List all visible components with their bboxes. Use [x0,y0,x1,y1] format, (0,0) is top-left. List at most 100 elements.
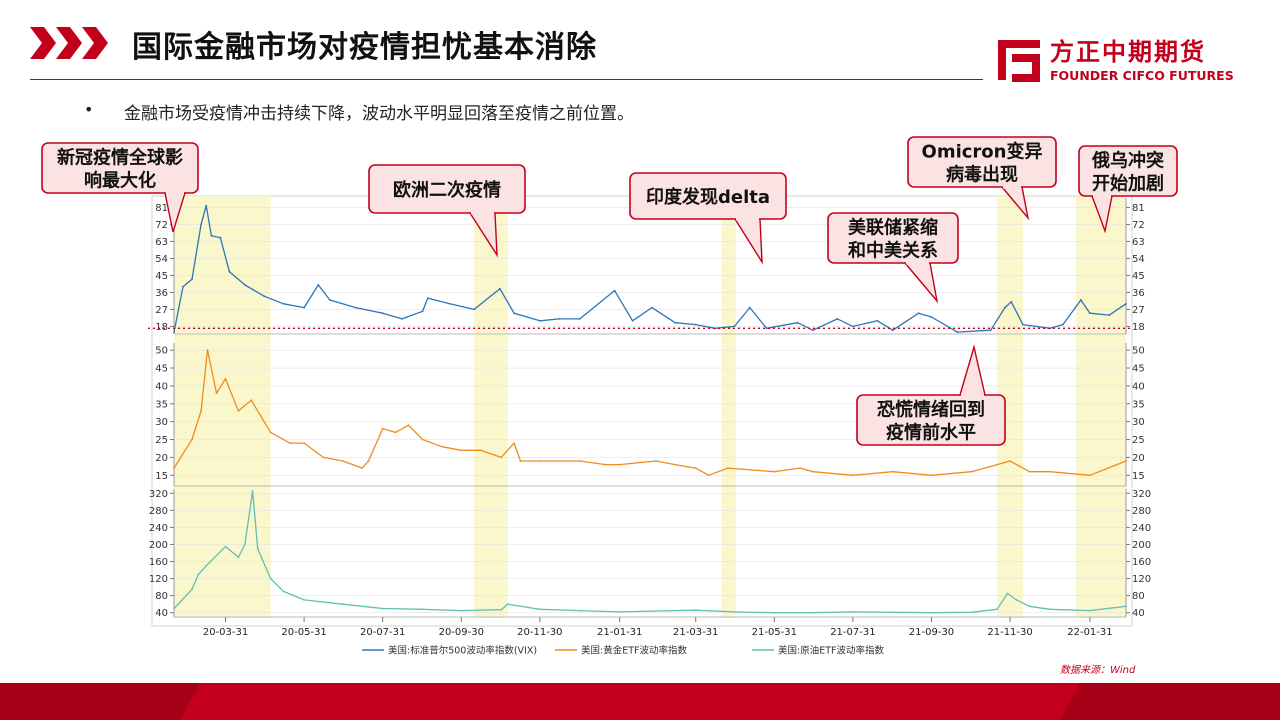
panel-2-ytick-left: 240 [149,523,168,534]
series-0-point [852,325,854,328]
logo-name: 方正中期期货 [1050,38,1206,66]
series-0-point [1080,299,1082,301]
series-2-point [500,608,503,611]
footer-band [0,683,1280,720]
series-1-point [996,463,999,466]
series-0-point [210,234,213,237]
series-1-point [654,460,657,462]
series-1-point [191,438,193,441]
panel-2-ytick-left: 80 [155,591,168,602]
panel-2-ytick-left: 200 [149,540,168,551]
series-0-point [219,236,222,239]
series-2-point [237,556,240,559]
series-1-point [421,438,424,441]
series-2-point [269,577,272,580]
panel-0-ytick-left: 81 [155,203,168,214]
series-1-point [891,470,894,473]
series-2-point [733,611,736,613]
panel-0-ytick-right: 63 [1132,237,1145,248]
callout-india-delta: 印度发现delta [629,172,787,265]
callout-india-delta-box [629,172,787,220]
panel-1-ytick-left: 45 [155,364,168,375]
series-2-point [578,609,581,612]
panel-2-ytick-left: 160 [149,557,168,568]
series-1-point [441,445,443,448]
series-1-point [173,467,175,469]
series-1-point [930,474,933,477]
title-divider [30,79,983,80]
series-2-point [256,547,259,550]
x-tick-label: 21-09-30 [909,627,954,638]
series-1-point [1125,460,1127,462]
panel-0-ytick-right: 36 [1132,288,1145,299]
series-2-point [381,607,384,610]
callout-pandemic-box [41,142,199,194]
callout-panic-back-to-normal-text: 疫情前水平 [886,422,976,444]
series-0-point [613,289,616,292]
series-0-point [930,316,933,318]
series-0-point [205,204,208,207]
callout-fed-tightening-box [827,212,959,264]
series-2-point [930,611,933,614]
series-2-point [773,611,776,614]
callout-europe-second-wave: 欧洲二次疫情 [368,164,526,258]
highlight-band-1 [474,196,508,618]
panel-1-ytick-right: 45 [1132,364,1145,375]
series-0-point [836,318,839,320]
page-title: 国际金融市场对疫情担忧基本消除 [132,30,597,65]
company-logo: 方正中期期货 FOUNDER CIFCO FUTURES [994,30,1254,90]
series-1-point [799,467,801,469]
series-1-point [215,392,218,394]
x-tick-label: 20-07-31 [360,627,405,638]
callout-panic-back-to-normal-text: 恐慌情绪回到 [877,399,985,421]
x-tick-label: 21-01-31 [597,627,642,638]
callout-india-delta-text: 印度发现delta [646,186,770,208]
callout-europe-second-wave-text: 欧洲二次疫情 [393,179,501,201]
series-1-point [694,467,697,469]
series-0-point [228,270,231,273]
panel-0-ytick-left: 54 [155,254,168,265]
series-0-point [329,299,331,301]
panel-0-ytick-right: 18 [1132,322,1145,333]
series-0-point [694,323,697,326]
series-0-point [426,297,429,299]
series-0-point [317,284,320,286]
series-1-point [1009,460,1011,462]
series-1-point [674,463,676,466]
series-1-point [289,442,291,444]
series-0-point [733,325,736,328]
series-0-point [812,329,814,332]
series-2-point [812,611,814,614]
series-2-point [1015,599,1018,601]
panel-1-ytick-right: 50 [1132,346,1145,357]
series-0-point [401,318,403,320]
series-0-point [473,308,476,311]
series-0-point [674,321,676,324]
highlight-band-4 [1075,196,1126,618]
series-0-point [558,318,561,320]
series-2-point [421,608,424,611]
series-0-point [303,306,305,309]
series-1-point [367,460,370,462]
series-0-point [748,306,751,309]
series-1-point [1028,470,1031,473]
series-0-point [1108,314,1111,316]
series-1-point [303,442,305,444]
x-tick-label: 21-07-31 [830,627,875,638]
x-tick-label: 20-05-31 [281,627,326,638]
series-0-point [421,310,424,313]
series-2-point [539,608,541,611]
series-1-point [341,460,344,462]
x-tick-label: 20-09-30 [439,627,484,638]
panel-0-ytick-left: 36 [155,288,168,299]
callout-panic-back-to-normal-box [856,394,1006,446]
panel-1-ytick-right: 15 [1132,471,1145,482]
series-0-point [1125,302,1127,305]
panel-1-ytick-left: 20 [155,453,168,464]
series-2-point [891,611,894,614]
callout-fed-tightening-text: 和中美关系 [848,240,938,262]
logo-mark-icon [998,40,1040,82]
